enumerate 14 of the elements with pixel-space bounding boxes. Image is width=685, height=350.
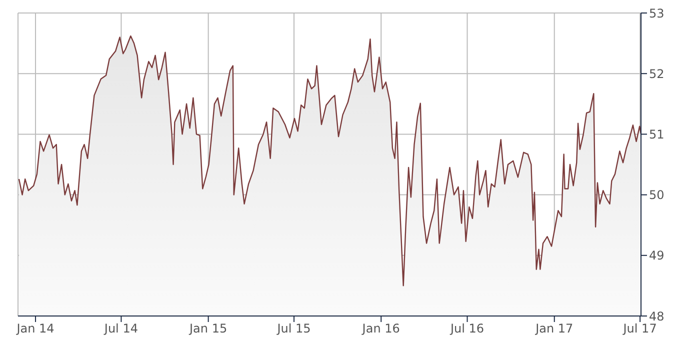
x-tick-label: Jul 14	[103, 322, 138, 336]
y-tick-label: 53	[649, 6, 664, 20]
y-tick-label: 48	[649, 309, 664, 324]
x-tick-label: Jul 16	[449, 322, 484, 336]
x-tick-label: Jul 17	[622, 322, 657, 336]
x-tick-label: Jan 15	[188, 322, 228, 336]
x-tick-label: Jan 14	[16, 322, 54, 336]
y-tick-label: 50	[649, 188, 664, 202]
y-tick-label: 49	[649, 248, 664, 263]
x-tick-label: Jan 16	[361, 322, 400, 336]
y-tick-label: 52	[649, 66, 664, 81]
x-tick-label: Jul 15	[276, 322, 311, 336]
x-tick-label: Jan 17	[534, 322, 574, 336]
y-tick-label: 51	[649, 127, 664, 142]
